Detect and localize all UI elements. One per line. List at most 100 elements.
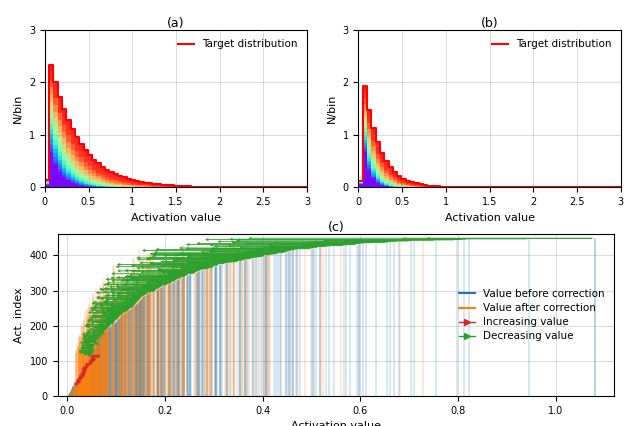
Bar (79, 178, 83, 187)
Bar (70, 160, 75, 187)
Bar (406, 185, 410, 187)
Bar (109, 172, 114, 187)
Bar (75, 184, 79, 187)
Bar (384, 161, 388, 187)
Bar (135, 183, 140, 187)
Bar (97, 186, 100, 187)
Bar (161, 185, 165, 187)
Bar (88, 183, 92, 187)
Bar (67, 177, 70, 187)
Bar (70, 177, 75, 187)
Bar (75, 180, 79, 187)
Bar (83, 173, 88, 187)
Bar (358, 182, 363, 187)
Bar (118, 183, 122, 187)
Bar (170, 186, 174, 187)
Bar (105, 180, 109, 187)
Bar (363, 132, 367, 187)
Bar (49, 73, 53, 187)
Title: (a): (a) (167, 17, 185, 30)
Bar (157, 186, 161, 187)
Bar (88, 186, 92, 187)
Bar (148, 185, 152, 187)
Bar (67, 128, 70, 187)
Bar (67, 153, 70, 187)
Bar (88, 180, 92, 187)
Bar (388, 175, 393, 187)
Bar (380, 182, 384, 187)
Bar (122, 186, 127, 187)
Bar (371, 141, 376, 187)
Bar (67, 135, 70, 187)
Bar (58, 163, 62, 187)
Bar (358, 182, 363, 187)
Bar (410, 186, 414, 187)
Bar (131, 182, 135, 187)
Bar (148, 186, 152, 187)
Bar (118, 179, 122, 187)
Bar (49, 134, 53, 187)
Bar (62, 164, 67, 187)
Bar (114, 184, 118, 187)
Bar (58, 160, 62, 187)
Bar (118, 181, 122, 187)
Bar (358, 183, 363, 187)
Bar (92, 165, 97, 187)
Bar (53, 118, 58, 187)
Bar (140, 184, 144, 187)
Bar (363, 98, 367, 187)
Bar (388, 182, 393, 187)
Bar (358, 181, 363, 187)
Bar (105, 185, 109, 187)
Bar (49, 139, 53, 187)
Bar (75, 181, 79, 187)
Bar (49, 144, 53, 187)
Bar (135, 186, 140, 187)
Bar (109, 185, 114, 187)
Bar (105, 183, 109, 187)
Bar (388, 178, 393, 187)
Bar (75, 151, 79, 187)
Bar (49, 124, 53, 187)
Bar (118, 184, 122, 187)
Bar (358, 183, 363, 187)
Bar (70, 167, 75, 187)
Bar (367, 144, 371, 187)
Bar (67, 171, 70, 187)
Bar (100, 178, 105, 187)
Bar (367, 117, 371, 187)
Bar (376, 142, 380, 187)
Bar (118, 176, 122, 187)
Bar (100, 180, 105, 187)
Bar (67, 180, 70, 187)
Bar (144, 186, 148, 187)
Bar (75, 169, 79, 187)
Bar (388, 185, 393, 187)
Bar (384, 166, 388, 187)
Bar (100, 185, 105, 187)
Bar (363, 128, 367, 187)
Bar (165, 186, 170, 187)
Bar (401, 186, 406, 187)
Bar (105, 181, 109, 187)
Bar (384, 185, 388, 187)
Bar (376, 182, 380, 187)
Bar (62, 177, 67, 187)
Bar (406, 183, 410, 187)
Bar (45, 182, 49, 187)
Bar (53, 145, 58, 187)
Bar (376, 174, 380, 187)
Bar (53, 164, 58, 187)
Bar (393, 184, 397, 187)
Bar (376, 183, 380, 187)
Bar (182, 186, 187, 187)
Bar (70, 155, 75, 187)
Bar (393, 186, 397, 187)
Bar (371, 155, 376, 187)
Bar (92, 185, 97, 187)
Bar (83, 186, 88, 187)
Bar (371, 159, 376, 187)
Bar (358, 184, 363, 187)
Bar (376, 176, 380, 187)
Bar (367, 158, 371, 187)
